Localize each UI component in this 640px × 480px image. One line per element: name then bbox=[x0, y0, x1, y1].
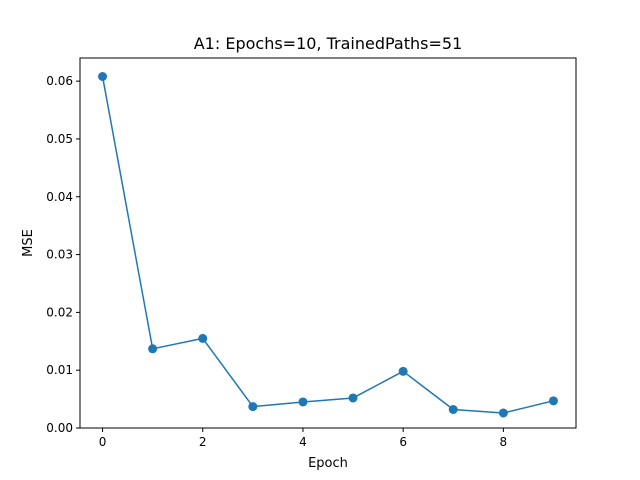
data-point bbox=[498, 408, 508, 418]
data-point bbox=[98, 72, 108, 81]
plot-series bbox=[98, 72, 558, 418]
plot-frame bbox=[79, 57, 577, 429]
x-tick-label: 0 bbox=[99, 435, 107, 449]
series-line bbox=[101, 76, 554, 414]
y-axis-label: MSE bbox=[21, 229, 36, 257]
data-point bbox=[298, 397, 308, 407]
x-axis-ticks: 0 2 4 6 8 bbox=[99, 428, 507, 449]
x-axis-label: Epoch bbox=[308, 456, 348, 471]
data-point bbox=[198, 333, 208, 343]
y-tick-label: 0.06 bbox=[46, 74, 73, 88]
data-point bbox=[248, 402, 258, 412]
y-tick-label: 0.00 bbox=[46, 421, 73, 435]
data-point bbox=[398, 366, 408, 376]
x-tick-label: 4 bbox=[299, 435, 307, 449]
data-point bbox=[448, 405, 458, 414]
data-point bbox=[148, 344, 158, 354]
chart-title: A1: Epochs=10, TrainedPaths=51 bbox=[194, 34, 463, 53]
y-tick-label: 0.01 bbox=[46, 363, 73, 377]
x-tick-label: 2 bbox=[199, 435, 207, 449]
y-axis-ticks: 0.00 0.01 0.02 0.03 0.04 0.05 0.06 bbox=[46, 74, 80, 435]
y-tick-label: 0.02 bbox=[46, 305, 73, 319]
y-tick-label: 0.05 bbox=[46, 132, 73, 146]
x-tick-label: 6 bbox=[399, 435, 407, 449]
x-tick-label: 8 bbox=[500, 435, 508, 449]
data-point bbox=[548, 396, 558, 406]
y-tick-label: 0.04 bbox=[46, 190, 73, 204]
y-tick-label: 0.03 bbox=[46, 248, 73, 262]
data-point bbox=[348, 393, 358, 403]
